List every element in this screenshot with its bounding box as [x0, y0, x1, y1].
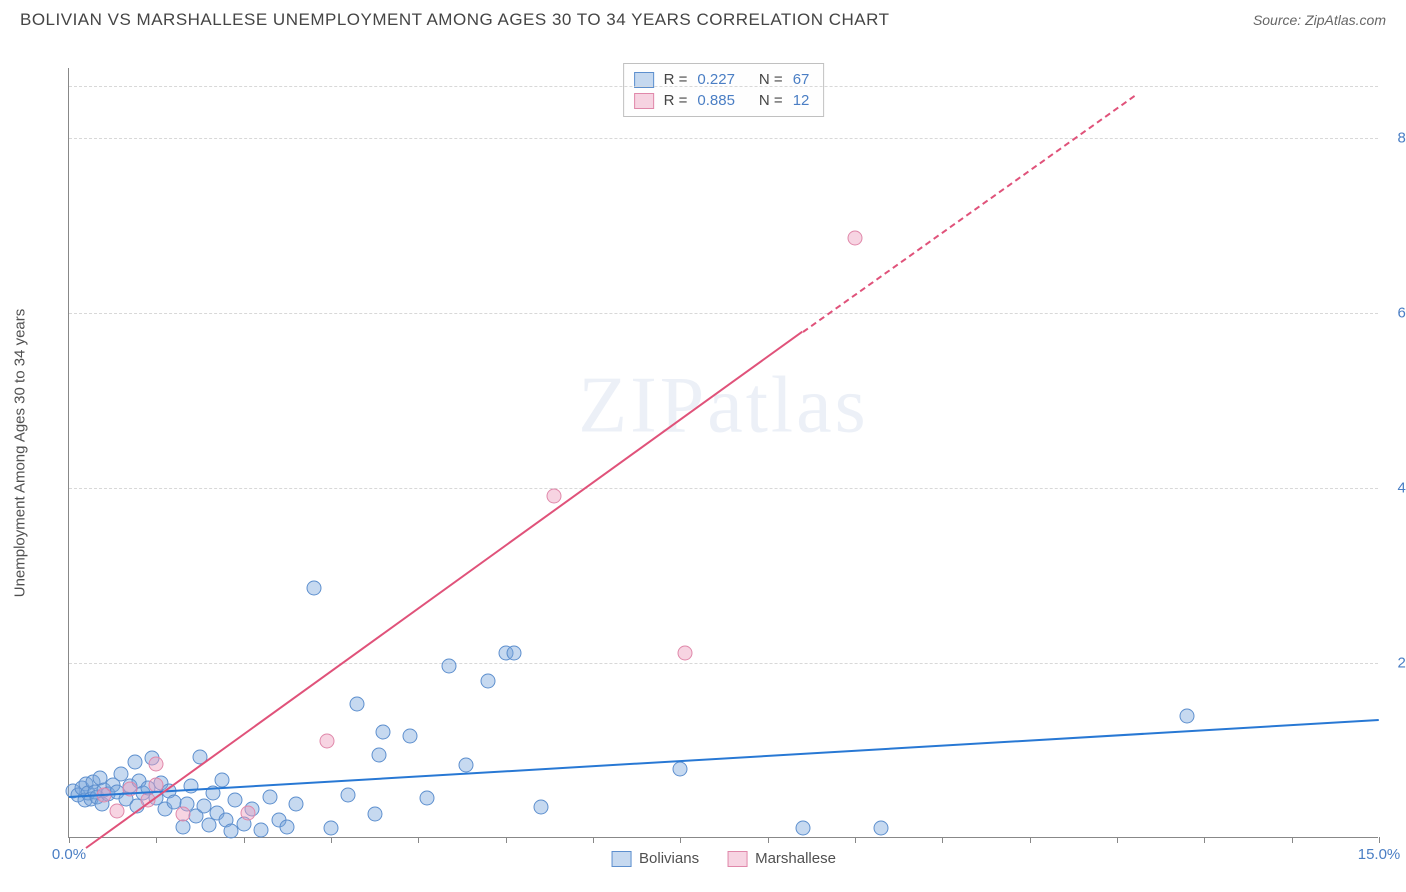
x-tick: [942, 837, 943, 843]
chart-area: Unemployment Among Ages 30 to 34 years Z…: [50, 48, 1390, 858]
legend-row: R = 0.885 N = 12: [634, 90, 810, 111]
data-point: [110, 803, 125, 818]
legend-r-label: R =: [664, 92, 688, 109]
data-point: [214, 773, 229, 788]
trend-line: [69, 719, 1379, 798]
legend-item: Marshallese: [727, 850, 836, 867]
chart-header: BOLIVIAN VS MARSHALLESE UNEMPLOYMENT AMO…: [0, 0, 1406, 38]
data-point: [420, 790, 435, 805]
data-point: [254, 823, 269, 838]
legend-n-value: 12: [793, 92, 810, 109]
x-tick: [1379, 837, 1380, 843]
data-point: [367, 807, 382, 822]
chart-source: Source: ZipAtlas.com: [1253, 12, 1386, 28]
gridline: [69, 138, 1378, 139]
legend-label: Marshallese: [755, 850, 836, 867]
x-tick: [244, 837, 245, 843]
data-point: [149, 756, 164, 771]
gridline: [69, 663, 1378, 664]
data-point: [459, 758, 474, 773]
x-tick: [1030, 837, 1031, 843]
x-tick: [418, 837, 419, 843]
x-tick: [506, 837, 507, 843]
legend-item: Bolivians: [611, 850, 699, 867]
legend-n-label: N =: [759, 92, 783, 109]
data-point: [184, 779, 199, 794]
data-point: [481, 674, 496, 689]
data-point: [848, 230, 863, 245]
legend-swatch: [727, 851, 747, 867]
legend-swatch: [634, 93, 654, 109]
legend-label: Bolivians: [639, 850, 699, 867]
x-tick: [593, 837, 594, 843]
data-point: [280, 819, 295, 834]
data-point: [402, 729, 417, 744]
data-point: [795, 821, 810, 836]
data-point: [241, 806, 256, 821]
legend-r-value: 0.885: [697, 92, 735, 109]
gridline: [69, 86, 1378, 87]
y-axis-label: Unemployment Among Ages 30 to 34 years: [12, 309, 29, 598]
data-point: [341, 788, 356, 803]
data-point: [324, 821, 339, 836]
y-tick-label: 20.0%: [1397, 655, 1406, 672]
data-point: [306, 580, 321, 595]
data-point: [677, 646, 692, 661]
y-tick-label: 40.0%: [1397, 480, 1406, 497]
x-tick: [680, 837, 681, 843]
trend-line: [802, 94, 1135, 332]
data-point: [175, 807, 190, 822]
legend-correlation: R =0.227N =67 R = 0.885 N = 12: [623, 63, 825, 117]
data-point: [127, 754, 142, 769]
data-point: [350, 697, 365, 712]
data-point: [319, 733, 334, 748]
watermark: ZIPatlas: [578, 361, 869, 452]
legend-series: Bolivians Marshallese: [611, 850, 836, 867]
x-tick: [855, 837, 856, 843]
x-tick-label: 15.0%: [1358, 846, 1401, 863]
plot-region: ZIPatlas R =0.227N =67R =0.885N =12 Boli…: [68, 68, 1378, 838]
data-point: [673, 761, 688, 776]
x-tick: [331, 837, 332, 843]
y-tick-label: 60.0%: [1397, 305, 1406, 322]
gridline: [69, 313, 1378, 314]
x-tick: [1292, 837, 1293, 843]
x-tick: [69, 837, 70, 843]
y-tick-label: 80.0%: [1397, 130, 1406, 147]
data-point: [533, 800, 548, 815]
legend-swatch: [611, 851, 631, 867]
x-tick: [1204, 837, 1205, 843]
data-point: [376, 725, 391, 740]
x-tick: [156, 837, 157, 843]
data-point: [289, 796, 304, 811]
data-point: [546, 488, 561, 503]
x-tick-label: 0.0%: [52, 846, 86, 863]
data-point: [262, 789, 277, 804]
data-point: [507, 646, 522, 661]
data-point: [372, 747, 387, 762]
data-point: [441, 659, 456, 674]
chart-title: BOLIVIAN VS MARSHALLESE UNEMPLOYMENT AMO…: [20, 10, 889, 30]
x-tick: [768, 837, 769, 843]
trend-line: [86, 331, 803, 849]
data-point: [874, 821, 889, 836]
legend-row: R =0.227N =67: [634, 69, 810, 90]
gridline: [69, 488, 1378, 489]
x-tick: [1117, 837, 1118, 843]
data-point: [1179, 709, 1194, 724]
data-point: [227, 793, 242, 808]
